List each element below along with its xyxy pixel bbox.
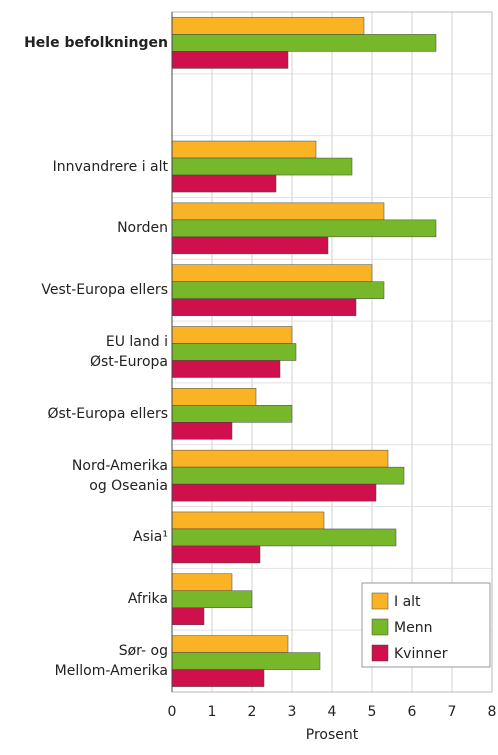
bar <box>171 449 389 468</box>
legend-swatch <box>371 592 389 610</box>
y-tick-label: Afrika <box>127 591 168 608</box>
bar <box>171 140 317 159</box>
y-tick-label: Øst-Europa ellers <box>47 405 168 422</box>
y-tick-label: Vest-Europa ellers <box>41 282 168 299</box>
bar <box>171 326 293 344</box>
bar <box>171 343 297 361</box>
bar <box>171 236 329 255</box>
legend-label: I alt <box>394 594 421 610</box>
bar <box>171 281 385 299</box>
y-tick-label: Innvandrere i alt <box>52 158 168 175</box>
legend-swatch <box>371 618 389 636</box>
legend-label: Kvinner <box>394 646 448 662</box>
bar <box>171 17 365 35</box>
bar <box>171 219 437 238</box>
bar <box>171 669 265 687</box>
bar <box>171 174 277 193</box>
bar <box>171 545 261 564</box>
bar <box>171 528 397 547</box>
y-tick-label: Asia¹ <box>133 529 168 546</box>
legend-swatch <box>371 644 389 662</box>
bar <box>171 264 373 282</box>
y-tick-label: Norden <box>117 220 168 237</box>
x-tick-label: 2 <box>248 704 257 720</box>
x-tick-label: 5 <box>368 704 377 720</box>
legend-label: Menn <box>394 620 432 636</box>
bar <box>171 157 353 176</box>
bar <box>171 298 357 316</box>
y-tick-label: Sør- og Mellom-Amerika <box>54 643 168 680</box>
x-tick-label: 8 <box>488 704 497 720</box>
bar <box>171 405 293 423</box>
x-tick-label: 3 <box>288 704 297 720</box>
bar <box>171 483 377 502</box>
bar <box>171 466 405 485</box>
bar <box>171 652 321 670</box>
y-tick-label: Hele befolkningen <box>24 34 168 51</box>
y-tick-label: EU land i Øst-Europa <box>89 334 168 370</box>
bar <box>171 360 281 378</box>
bar <box>171 51 289 69</box>
bar <box>171 422 233 440</box>
bar <box>171 590 253 609</box>
bar <box>171 573 233 592</box>
x-tick-label: 7 <box>448 704 457 720</box>
bar <box>171 34 437 52</box>
x-tick-label: 4 <box>328 704 337 720</box>
bar <box>171 511 325 530</box>
x-axis-label: Prosent <box>306 727 359 743</box>
y-tick-label: Nord-Amerika og Oseania <box>71 457 168 494</box>
bar <box>171 388 257 406</box>
bar <box>171 635 289 653</box>
bar <box>171 202 385 221</box>
x-tick-label: 6 <box>408 704 417 720</box>
x-tick-label: 1 <box>208 704 217 720</box>
bar <box>171 607 205 626</box>
x-tick-label: 0 <box>168 704 177 720</box>
